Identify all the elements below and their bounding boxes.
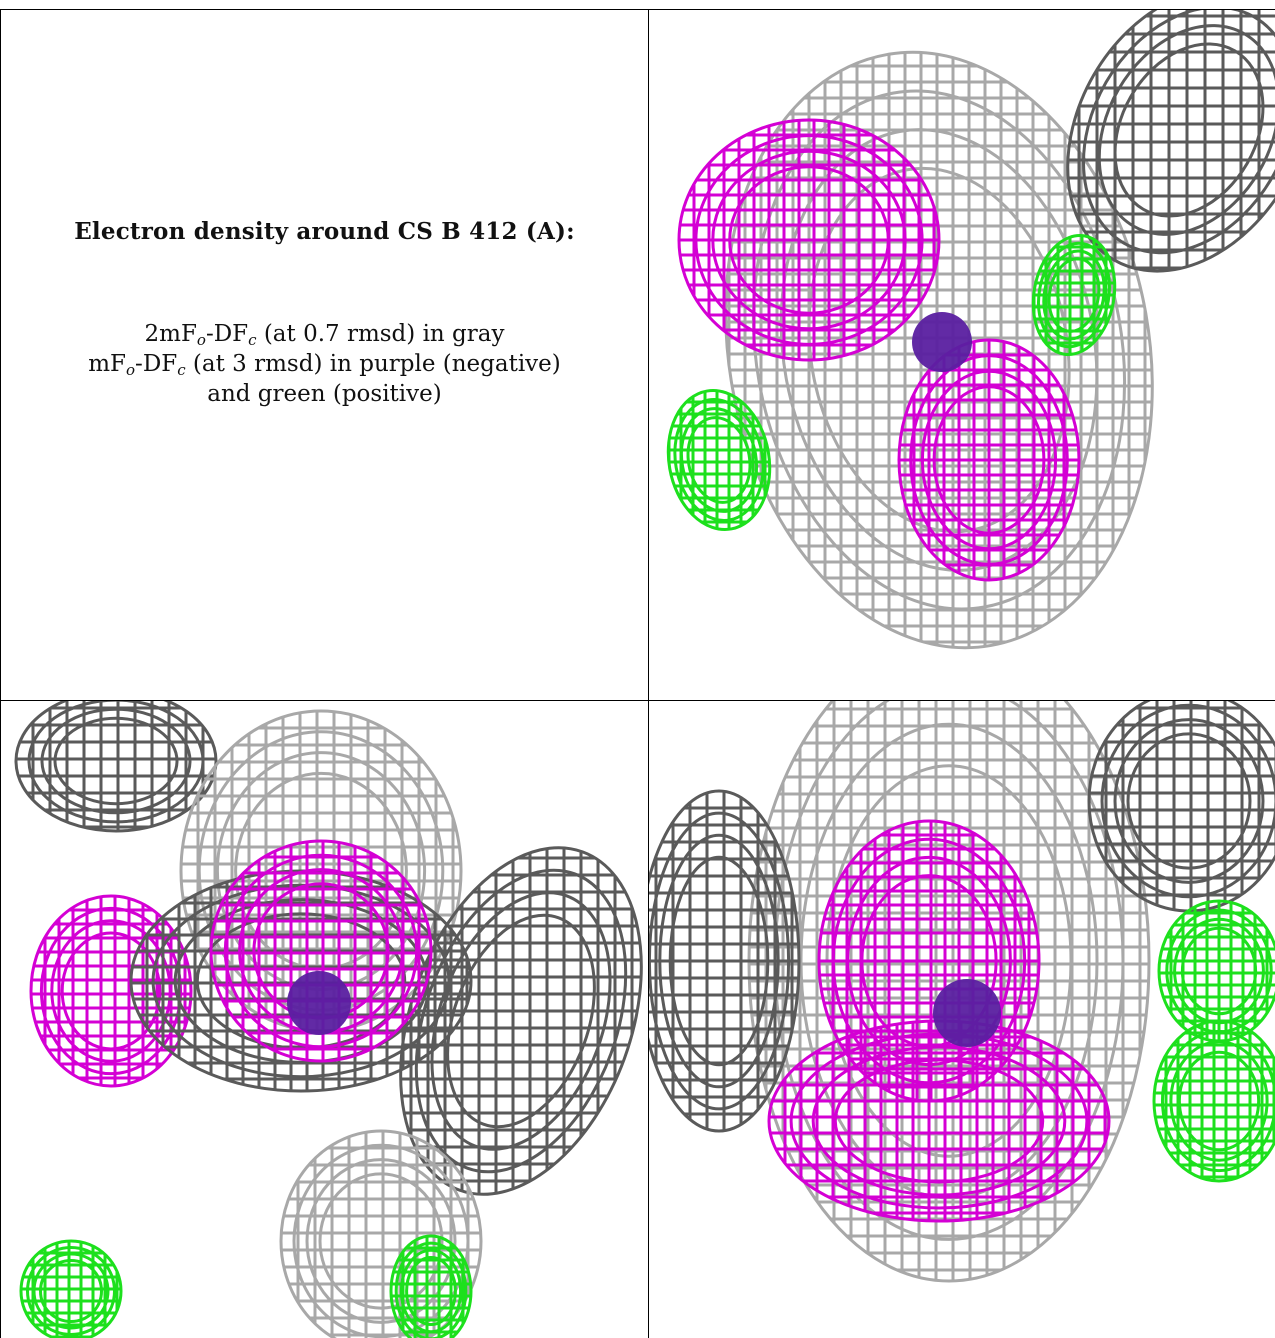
positive-density-blob-contour bbox=[399, 1248, 463, 1334]
negative-density-blob-contour bbox=[694, 134, 924, 346]
gray-mesh-blob-contour bbox=[40, 707, 192, 815]
gray-mesh-blob-contour bbox=[53, 716, 179, 806]
positive-density-blob-contour bbox=[1180, 926, 1258, 1016]
negative-density-blob-contour bbox=[209, 839, 433, 1063]
positive-density-blob-contour bbox=[1047, 257, 1101, 333]
positive-density-blob-contour bbox=[1169, 1040, 1269, 1162]
positive-density-blob-contour bbox=[1177, 1050, 1261, 1152]
negative-density-blob-contour bbox=[711, 149, 907, 331]
positive-density-blob-contour bbox=[32, 1252, 110, 1330]
density-map-image bbox=[657, 10, 1275, 682]
negative-density-blob-contour bbox=[833, 1058, 1045, 1184]
gray-mesh-blob-contour bbox=[414, 868, 628, 1174]
gray-mesh-blob-contour bbox=[305, 1158, 457, 1324]
gray-mesh-blob-contour bbox=[1066, 10, 1275, 273]
caption-title: Electron density around CS B 412 (A): bbox=[74, 218, 575, 245]
density-view-bottom-left bbox=[1, 701, 648, 1338]
negative-density-blob-contour bbox=[677, 118, 941, 362]
density-map-image bbox=[14, 701, 648, 1338]
gray-mesh-blob-contour bbox=[779, 128, 1099, 572]
gray-mesh-blob-contour bbox=[1100, 703, 1275, 899]
gray-mesh-blob-contour bbox=[668, 855, 770, 1067]
legend-line-colors: and green (positive) bbox=[207, 381, 442, 407]
positive-density-blob-contour bbox=[1042, 249, 1106, 341]
negative-density-blob-contour bbox=[223, 853, 419, 1049]
gray-mesh-blob-contour bbox=[14, 701, 218, 833]
gray-mesh-blob-contour bbox=[279, 1129, 483, 1338]
negative-density-blob-contour bbox=[728, 165, 890, 315]
gray-mesh-blob-contour bbox=[292, 1143, 470, 1338]
ion-sphere-icon bbox=[912, 312, 972, 372]
table-border-left bbox=[0, 9, 1, 1338]
gray-mesh-blob-contour bbox=[27, 701, 205, 824]
gray-mesh-blob-contour bbox=[1082, 10, 1275, 255]
positive-density-blob bbox=[657, 382, 781, 538]
positive-density-blob-contour bbox=[39, 1259, 103, 1323]
positive-density-blob-contour bbox=[1160, 1029, 1275, 1173]
gray-mesh-blob-contour bbox=[724, 50, 1154, 650]
caption-cell: Electron density around CS B 412 (A): 2m… bbox=[1, 10, 648, 700]
gray-mesh-blob-contour bbox=[1097, 24, 1275, 236]
positive-density-blob-contour bbox=[1031, 234, 1117, 356]
positive-density-blob-contour bbox=[673, 398, 765, 522]
density-view-top-right bbox=[649, 10, 1275, 700]
positive-density-blob-contour bbox=[679, 407, 759, 513]
negative-density-blob-contour bbox=[29, 894, 193, 1088]
negative-density-blob-contour bbox=[50, 919, 172, 1063]
positive-density-blob-contour bbox=[686, 416, 752, 504]
ion-sphere-icon bbox=[287, 971, 351, 1035]
gray-mesh-blob-contour bbox=[658, 833, 780, 1089]
positive-density-blob-contour bbox=[666, 389, 772, 531]
table-border-top bbox=[0, 9, 1275, 10]
ion-sphere-icon bbox=[933, 979, 1001, 1047]
positive-density-blob-contour bbox=[26, 1246, 116, 1336]
positive-density-blob-contour bbox=[1173, 917, 1265, 1025]
positive-density-blob-contour bbox=[394, 1241, 468, 1338]
positive-density-blob-contour bbox=[1152, 1019, 1275, 1183]
gray-mesh-blob-contour bbox=[649, 789, 801, 1133]
gray-mesh-blob-contour bbox=[1113, 42, 1265, 218]
negative-density-blob-contour bbox=[909, 354, 1069, 566]
table-border-center bbox=[648, 9, 649, 1338]
negative-density-blob-contour bbox=[897, 338, 1081, 582]
legend-line-fo-fc: mFo-DFc (at 3 rmsd) in purple (negative) bbox=[88, 351, 561, 379]
negative-density-blob-contour bbox=[789, 1032, 1089, 1210]
gray-mesh-blob-contour bbox=[430, 891, 612, 1151]
table-border-middle bbox=[0, 700, 1275, 701]
negative-density-blob-contour bbox=[932, 385, 1046, 535]
gray-mesh-blob-contour bbox=[151, 883, 451, 1079]
positive-density-blob-contour bbox=[1037, 241, 1111, 349]
negative-density-blob-contour bbox=[60, 931, 162, 1051]
legend-line-2fo-fc: 2mFo-DFc (at 0.7 rmsd) in gray bbox=[144, 321, 505, 349]
positive-density-blob-contour bbox=[19, 1239, 123, 1338]
gray-mesh-blob-contour bbox=[1126, 732, 1252, 870]
positive-density-blob-contour bbox=[389, 1234, 473, 1338]
negative-density-blob-contour bbox=[39, 906, 183, 1076]
negative-density-blob-contour bbox=[811, 1045, 1067, 1197]
negative-density-blob-contour bbox=[920, 369, 1058, 551]
density-map-image bbox=[649, 701, 1275, 1283]
gray-mesh-blob-contour bbox=[751, 89, 1127, 611]
gray-mesh-blob-contour bbox=[318, 1172, 444, 1310]
gray-mesh-blob-contour bbox=[1113, 718, 1265, 884]
gray-mesh-blob-contour bbox=[649, 811, 791, 1111]
positive-density-blob-contour bbox=[405, 1255, 457, 1327]
caption-legend: 2mFo-DFc (at 0.7 rmsd) in gray mFo-DFc (… bbox=[88, 319, 561, 409]
density-view-bottom-right bbox=[649, 701, 1275, 1338]
